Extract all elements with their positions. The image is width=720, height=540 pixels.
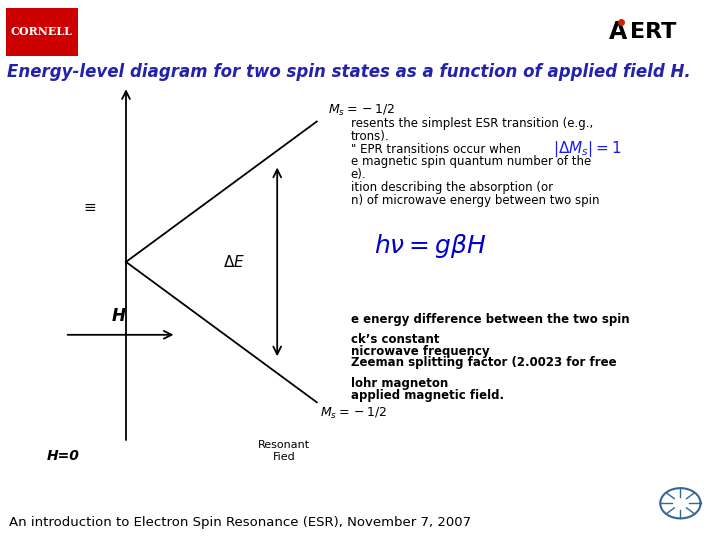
Text: H=0: H=0 xyxy=(47,449,80,463)
Text: e).: e). xyxy=(351,168,366,181)
Text: trons).: trons). xyxy=(351,130,390,143)
Text: H: H xyxy=(112,307,126,325)
Text: $h\nu = g\beta H$: $h\nu = g\beta H$ xyxy=(374,232,487,260)
Text: A: A xyxy=(608,21,626,44)
Text: $M_s = -1/2$: $M_s = -1/2$ xyxy=(320,406,387,421)
Text: e magnetic spin quantum number of the: e magnetic spin quantum number of the xyxy=(351,156,591,168)
FancyBboxPatch shape xyxy=(6,8,78,56)
Text: n) of microwave energy between two spin: n) of microwave energy between two spin xyxy=(351,194,599,207)
Text: e energy difference between the two spin: e energy difference between the two spin xyxy=(351,313,629,326)
Text: ition describing the absorption (or: ition describing the absorption (or xyxy=(351,181,553,194)
Text: Zeeman splitting factor (2.0023 for free: Zeeman splitting factor (2.0023 for free xyxy=(351,356,616,369)
Text: " EPR transitions occur when: " EPR transitions occur when xyxy=(351,143,524,156)
Text: ≡: ≡ xyxy=(84,200,96,215)
Text: nicrowave frequency: nicrowave frequency xyxy=(351,345,490,357)
Text: $\Delta E$: $\Delta E$ xyxy=(223,254,245,270)
Text: Resonant
Fied: Resonant Fied xyxy=(258,440,310,462)
Text: An introduction to Electron Spin Resonance (ESR), November 7, 2007: An introduction to Electron Spin Resonan… xyxy=(9,516,471,529)
Text: applied magnetic field.: applied magnetic field. xyxy=(351,389,504,402)
Text: $M_s = -1/2$: $M_s = -1/2$ xyxy=(328,103,395,118)
Text: lohr magneton: lohr magneton xyxy=(351,377,448,390)
Text: ck’s constant: ck’s constant xyxy=(351,333,439,346)
Text: $|\Delta M_s|= 1$: $|\Delta M_s|= 1$ xyxy=(553,139,622,159)
Text: ERT: ERT xyxy=(630,22,676,43)
Text: Energy-level diagram for two spin states as a function of applied field H.: Energy-level diagram for two spin states… xyxy=(7,63,691,82)
Text: resents the simplest ESR transition (e.g.,: resents the simplest ESR transition (e.g… xyxy=(351,117,593,130)
Text: CORNELL: CORNELL xyxy=(11,26,73,37)
